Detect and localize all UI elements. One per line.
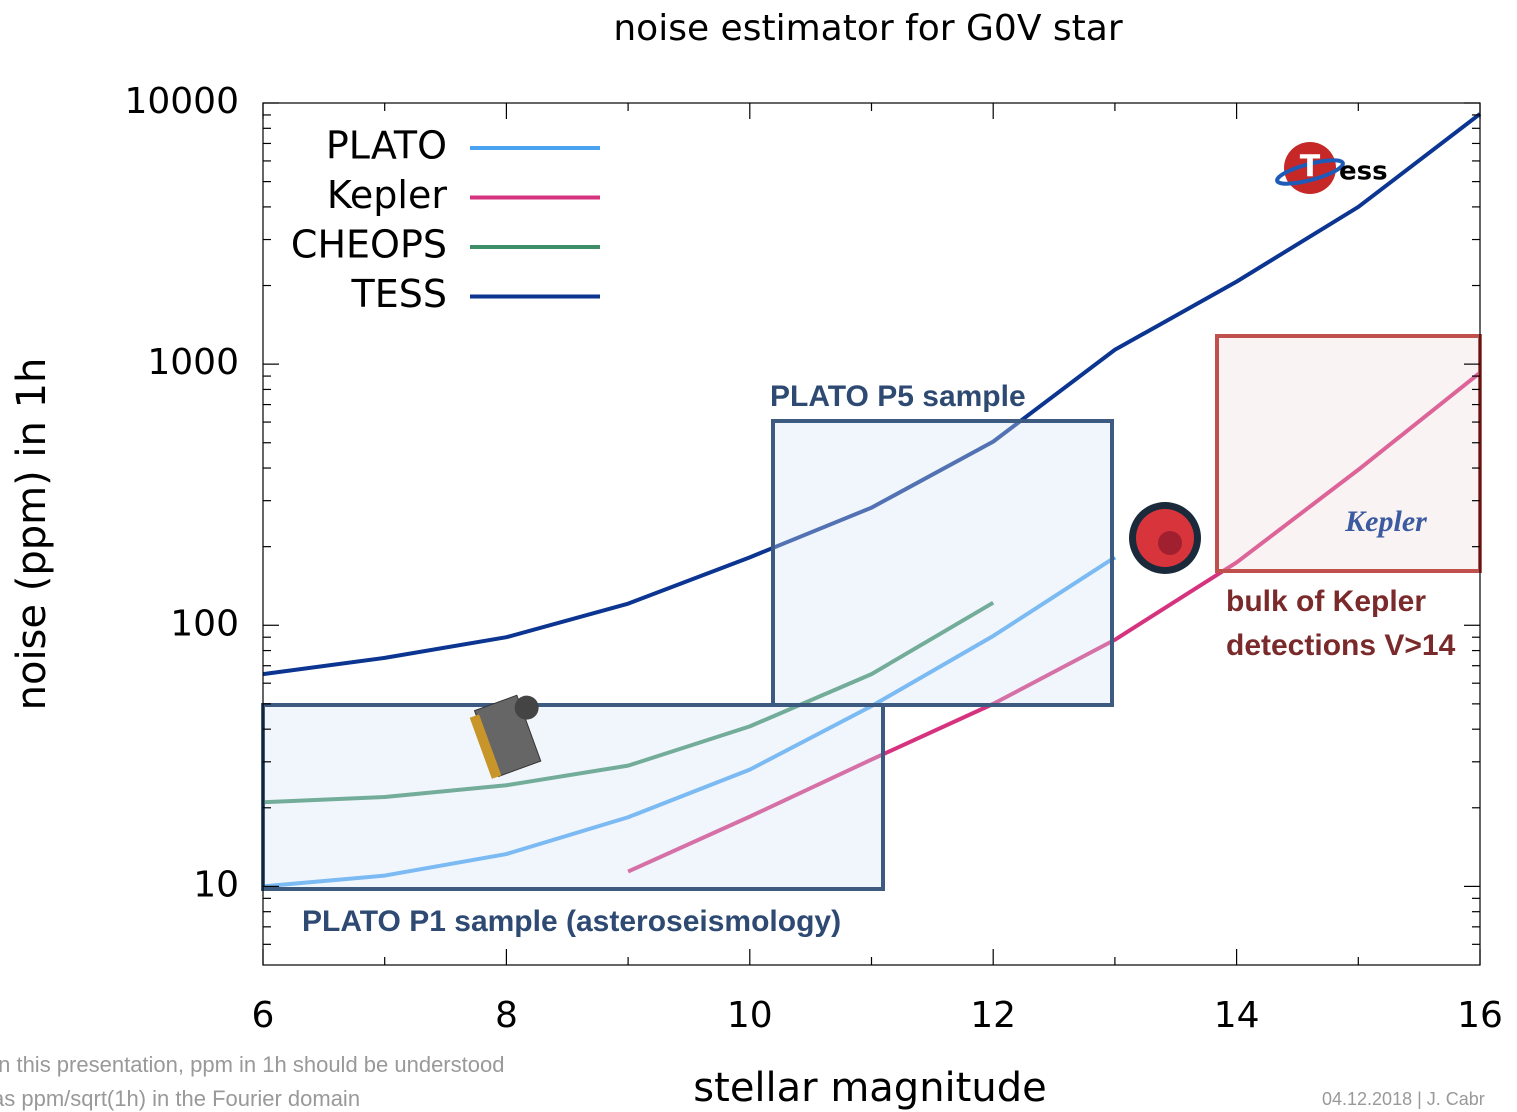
x-tick-label: 10 <box>727 995 773 1036</box>
y-axis-label: noise (ppm) in 1h <box>9 358 55 711</box>
x-tick-label: 8 <box>495 995 518 1036</box>
legend-label: PLATO <box>326 124 447 168</box>
x-tick-label: 16 <box>1457 995 1503 1036</box>
chart-title: noise estimator for G0V star <box>613 8 1122 49</box>
p1-box <box>263 705 883 889</box>
x-axis-label: stellar magnitude <box>693 1065 1046 1111</box>
annotation: PLATO P5 sample <box>770 380 1026 413</box>
footnote: In this presentation, ppm in 1h should b… <box>0 1052 504 1077</box>
chart: noise estimator for G0V star stellar mag… <box>0 0 1517 1112</box>
logo-text: T <box>1300 150 1321 185</box>
footnote: as ppm/sqrt(1h) in the Fourier domain <box>0 1086 360 1111</box>
annotation: detections V>14 <box>1226 629 1456 662</box>
plato-logo <box>1129 502 1201 574</box>
legend-label: Kepler <box>327 173 447 217</box>
y-tick-label: 10 <box>193 864 239 905</box>
annotation: PLATO P1 sample (asteroseismology) <box>302 905 841 938</box>
tess-logo: T ess <box>1275 142 1388 194</box>
x-tick-label: 12 <box>970 995 1016 1036</box>
p5-box <box>773 421 1112 705</box>
footer: 04.12.2018 | J. Cabr <box>1322 1089 1485 1109</box>
legend-label: CHEOPS <box>291 223 447 267</box>
annotation: bulk of Kepler <box>1226 585 1426 618</box>
x-tick-label: 14 <box>1214 995 1260 1036</box>
y-tick-label: 1000 <box>147 342 239 383</box>
legend-label: TESS <box>351 272 447 316</box>
y-tick-label: 10000 <box>124 81 239 122</box>
page: {"chart_data": { "type": "line", "title"… <box>0 0 1517 1112</box>
x-tick-label: 6 <box>252 995 275 1036</box>
logo-text: Kepler <box>1344 505 1427 538</box>
logo-text: ess <box>1339 157 1388 187</box>
y-tick-label: 100 <box>170 603 239 644</box>
